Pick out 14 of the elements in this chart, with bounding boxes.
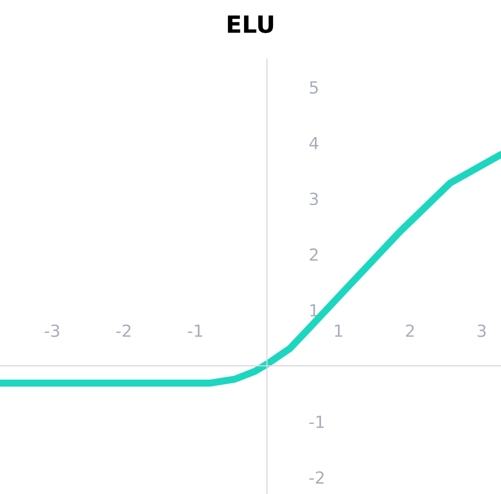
- y-tick-label: 4: [309, 137, 318, 150]
- y-tick-label: 5: [310, 81, 318, 94]
- x-tick-label: -2: [116, 324, 130, 337]
- x-tick-label: 2: [406, 324, 414, 337]
- x-tick-label: -1: [188, 324, 202, 337]
- x-tick-label: 3: [478, 324, 486, 338]
- x-tick-label: -3: [44, 324, 60, 338]
- y-tick-label: -2: [309, 471, 324, 484]
- chart-title: ELU: [228, 16, 274, 34]
- y-tick-label: -1: [309, 416, 324, 428]
- y-tick-label: 2: [310, 248, 318, 261]
- x-tick-label: 1: [335, 324, 342, 337]
- y-tick-label: 3: [310, 192, 318, 206]
- y-tick-label: 1: [310, 304, 318, 316]
